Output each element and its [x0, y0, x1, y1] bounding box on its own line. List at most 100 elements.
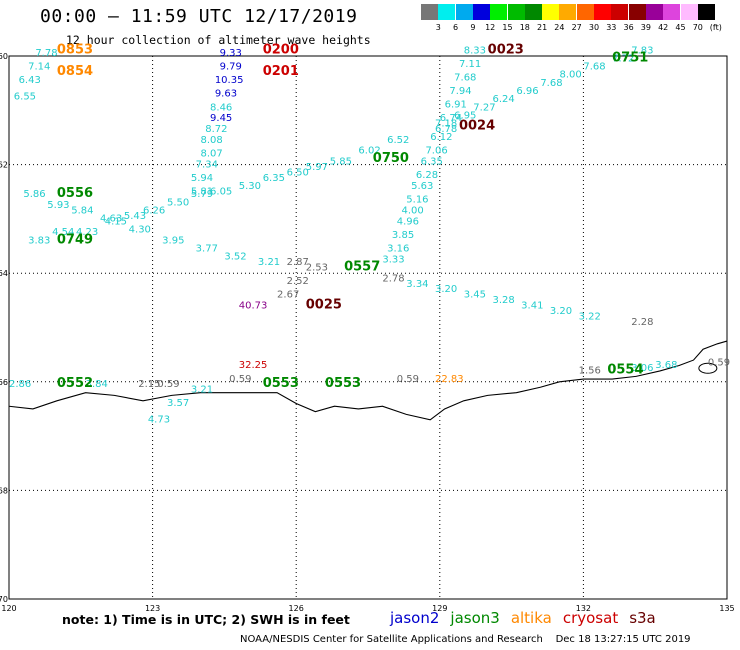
track-time-label: 0554: [607, 363, 643, 378]
swh-value: 6.95: [454, 110, 476, 121]
track-time-label: 0023: [488, 42, 524, 57]
lon-tick-label: 126: [289, 604, 304, 613]
swh-value: 1.56: [579, 366, 601, 377]
swh-value: 6.24: [492, 94, 514, 105]
legend-item-cryosat: cryosat: [562, 609, 619, 627]
lon-tick-label: 123: [145, 604, 160, 613]
swh-value: 10.35: [215, 75, 244, 86]
scale-swatch: [472, 4, 490, 20]
swh-value: 0.59: [708, 358, 730, 369]
swh-value: 5.16: [406, 195, 428, 206]
swh-value: 7.11: [459, 59, 481, 70]
scale-label: 27: [571, 23, 582, 32]
swh-value: 4.54: [52, 227, 74, 238]
track-time-label: 0749: [57, 232, 93, 247]
scale-swatch: [611, 4, 629, 20]
scale-label: 45: [675, 23, 686, 32]
scale-swatch: [576, 4, 594, 20]
swh-value: 9.33: [220, 48, 242, 59]
swh-value: 5.81: [191, 186, 213, 197]
scale-swatch: [680, 4, 698, 20]
legend-item-s3a: s3a: [629, 609, 656, 627]
lon-tick-label: 129: [432, 604, 447, 613]
swh-value: 6.52: [387, 135, 409, 146]
swh-value: 5.63: [411, 181, 433, 192]
swh-value: 3.06: [631, 363, 653, 374]
scale-label: 70: [692, 23, 703, 32]
scale-label: 30: [588, 23, 600, 32]
swh-value: 2.28: [631, 317, 653, 328]
swh-value: 3.28: [492, 295, 514, 306]
track-time-label: 0552: [57, 376, 93, 391]
scale-swatch: [421, 4, 438, 20]
swh-value: 3.21: [258, 257, 280, 268]
swh-value: 3.34: [406, 279, 428, 290]
scale-swatch: [455, 4, 473, 20]
scale-unit: (ft): [709, 23, 722, 32]
swh-value: 6.74: [440, 113, 462, 124]
scale-label: 9: [470, 23, 476, 32]
swh-value: 7.72: [612, 53, 634, 64]
scale-swatch: [594, 4, 611, 20]
scale-label: 36: [623, 23, 634, 32]
swh-value: 2.53: [306, 262, 328, 273]
swh-value: 0.59: [397, 374, 419, 385]
swh-value: 7.27: [473, 102, 495, 113]
legend-item-jason3: jason3: [450, 609, 500, 627]
swh-value: 3.77: [196, 243, 218, 254]
swh-value: 7.68: [583, 62, 605, 73]
swh-value: 3.83: [28, 235, 50, 246]
scale-label: 42: [658, 23, 669, 32]
swh-value: 5.97: [306, 162, 328, 173]
scale-swatch: [559, 4, 577, 20]
lon-tick-label: 132: [576, 604, 591, 613]
swh-value: 9.79: [220, 62, 242, 73]
lat-tick-label: -62: [0, 161, 8, 170]
swh-value: 5.93: [47, 200, 69, 211]
scale-swatch: [542, 4, 560, 20]
legend-item-jason2: jason2: [390, 609, 440, 627]
swh-value: 4.63: [100, 214, 122, 225]
scale-label: 21: [537, 23, 548, 32]
lat-tick-label: -68: [0, 486, 8, 495]
swh-value: 6.02: [358, 146, 380, 157]
track-time-label: 0553: [263, 376, 299, 391]
swh-value: 4.23: [76, 227, 98, 238]
scale-swatch: [524, 4, 542, 20]
lat-tick-label: -70: [0, 595, 8, 604]
swh-value: 9.63: [215, 89, 237, 100]
swh-value: 5.50: [167, 197, 189, 208]
swh-value: 3.20: [435, 284, 457, 295]
swh-value: 7.94: [449, 86, 471, 97]
lat-tick-label: -64: [0, 269, 8, 278]
scale-swatch: [490, 4, 508, 20]
track-time-label: 0553: [325, 376, 361, 391]
swh-value: 5.30: [239, 181, 261, 192]
island-outline: [698, 362, 718, 374]
swh-value: 7.68: [540, 78, 562, 89]
track-time-label: 0201: [263, 64, 299, 79]
swh-value: 7.83: [631, 45, 653, 56]
swh-value: 8.08: [200, 135, 222, 146]
swh-value: 7.34: [196, 159, 218, 170]
track-time-label: 0853: [57, 42, 93, 57]
track-time-label: 0024: [459, 118, 495, 133]
swh-value: 7.18: [435, 119, 457, 130]
swh-value: 7.06: [425, 146, 447, 157]
scale-swatch: [645, 4, 663, 20]
swh-value: 6.78: [435, 124, 457, 135]
swh-value: 3.95: [162, 235, 184, 246]
swh-value: 6.26: [143, 205, 165, 216]
scale-label: 24: [554, 23, 565, 32]
swh-value: 4.73: [148, 415, 170, 426]
swh-value: 2.67: [277, 290, 299, 301]
swh-value: 6.28: [416, 170, 438, 181]
lat-tick-label: -66: [0, 378, 8, 387]
map-frame: [8, 55, 728, 600]
swh-value: 6.55: [14, 91, 36, 102]
swh-value: 7.78: [35, 48, 57, 59]
legend-item-altika: altika: [510, 609, 552, 627]
credit-line: NOAA/NESDIS Center for Satellite Applica…: [240, 634, 691, 645]
swh-value: 2.52: [287, 276, 309, 287]
scale-swatch: [507, 4, 525, 20]
